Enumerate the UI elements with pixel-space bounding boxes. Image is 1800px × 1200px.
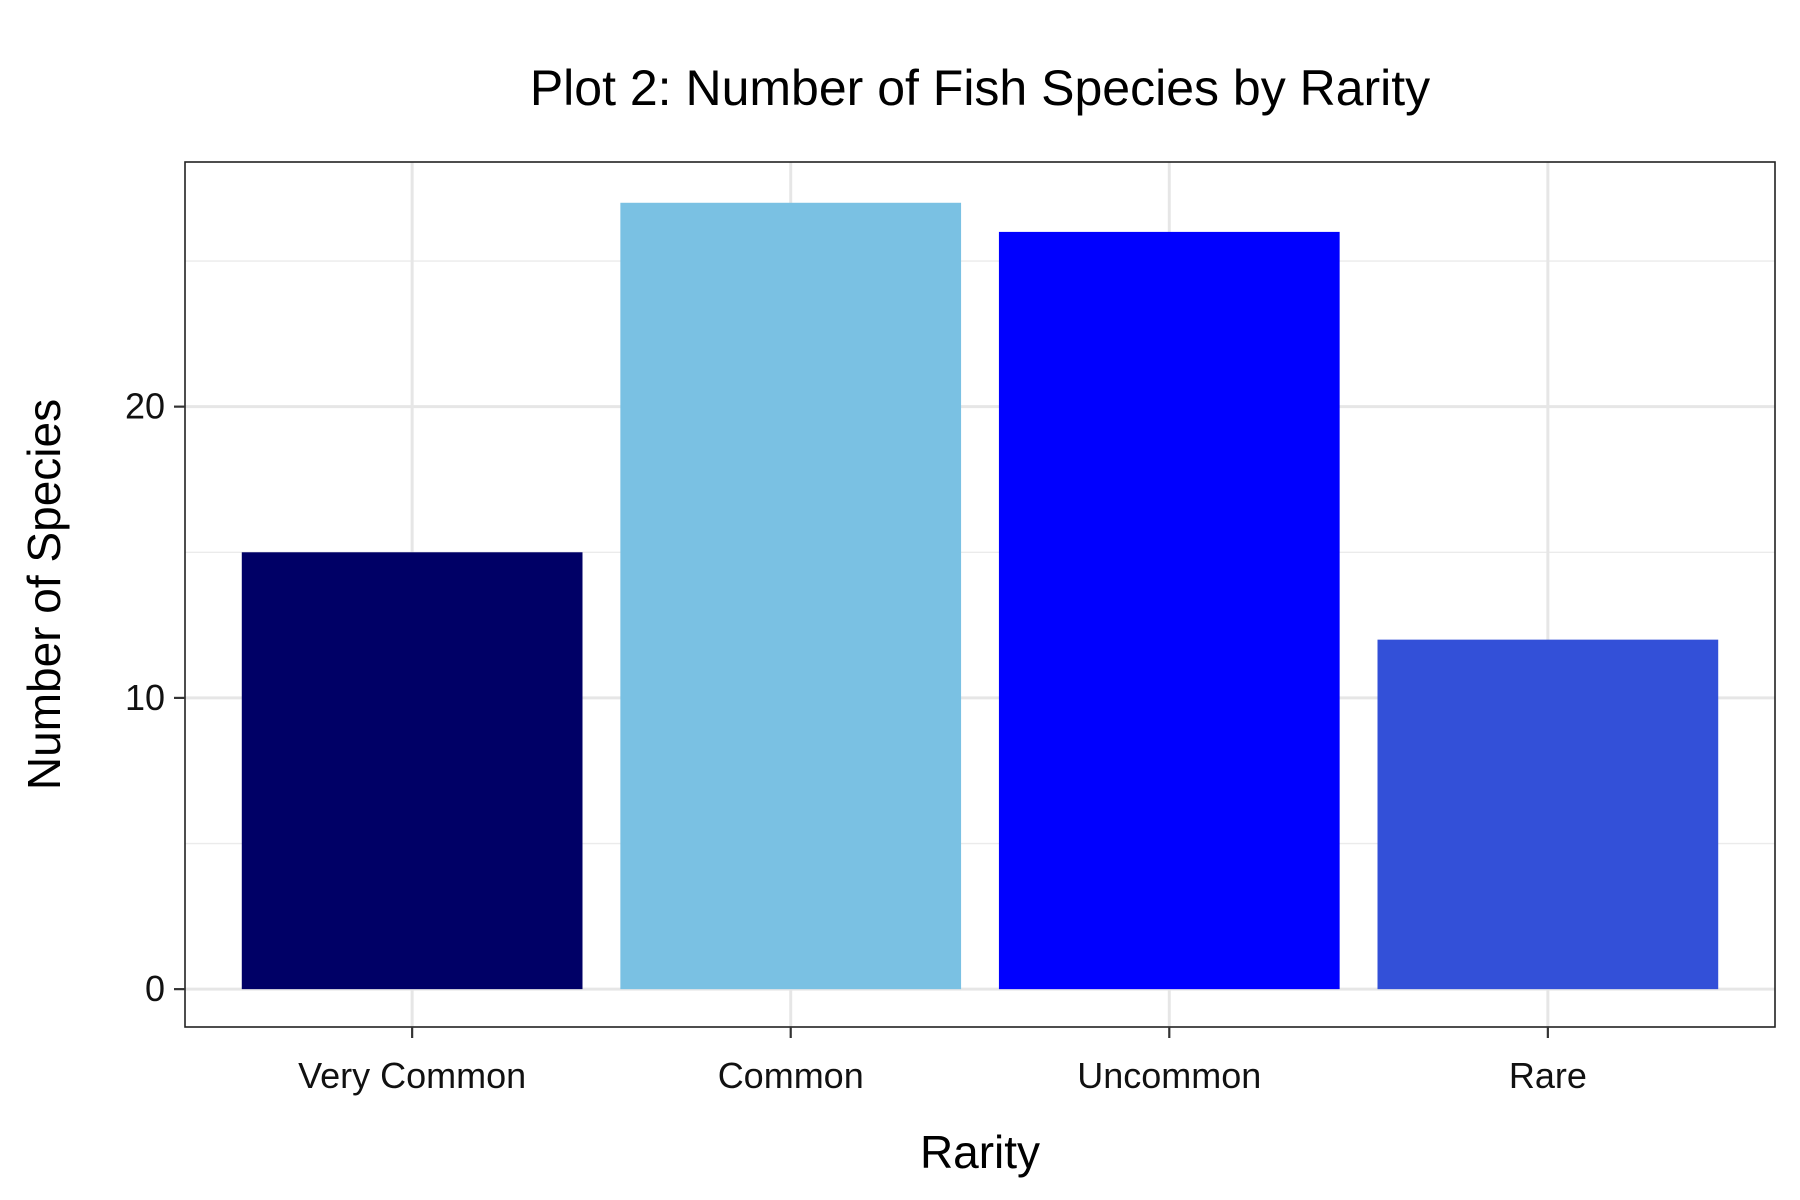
axis-layer: 0 10 20 Very Common Common Uncommon Rare [125, 386, 1587, 1096]
y-tick-label: 10 [125, 677, 165, 718]
chart-title: Plot 2: Number of Fish Species by Rarity [530, 60, 1430, 116]
bars-layer [241, 202, 1719, 990]
bar-very-common [241, 552, 583, 990]
x-tick-label: Common [718, 1055, 864, 1096]
bar-rare [1377, 639, 1719, 990]
x-tick-label: Uncommon [1077, 1055, 1261, 1096]
y-tick-label: 0 [145, 968, 165, 1009]
panel-border [184, 161, 1776, 1028]
x-axis-title: Rarity [920, 1126, 1040, 1178]
y-tick-label: 20 [125, 386, 165, 427]
y-axis-title: Number of Species [18, 399, 70, 790]
x-tick-label: Very Common [298, 1055, 526, 1096]
bar-common [620, 202, 962, 990]
x-tick-label: Rare [1509, 1055, 1587, 1096]
bar-uncommon [998, 231, 1340, 990]
